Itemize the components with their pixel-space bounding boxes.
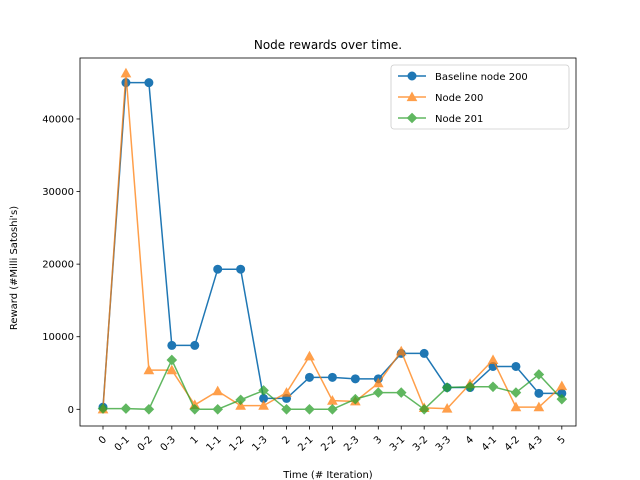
- data-point: [441, 382, 453, 393]
- x-tick-label: 1-3: [250, 434, 269, 453]
- x-tick-label: 0-3: [159, 434, 178, 453]
- data-point: [304, 350, 315, 361]
- x-tick-label: 3-2: [411, 434, 430, 453]
- legend-label: Node 201: [435, 114, 483, 125]
- legend-marker: [406, 112, 418, 124]
- data-point: [281, 403, 292, 415]
- data-point: [556, 380, 568, 391]
- data-point: [350, 393, 361, 405]
- data-point: [350, 374, 360, 384]
- legend-entry: [398, 91, 426, 102]
- data-point: [395, 345, 407, 356]
- data-point: [235, 400, 246, 410]
- x-tick-label: 4-2: [503, 434, 522, 453]
- x-axis: 0 0-1 0-2 0-3 1 1-1 1-2 1-3 2 2-1 2-2 2-3 3 3-1 3-2 3-3…: [97, 426, 568, 454]
- x-tick-label: 2-1: [296, 434, 315, 453]
- data-point: [120, 403, 132, 414]
- data-point: [213, 264, 223, 274]
- x-tick-label: 3: [372, 434, 384, 446]
- data-point: [97, 403, 109, 414]
- data-point: [304, 372, 314, 382]
- data-point: [190, 340, 200, 350]
- data-point: [189, 403, 201, 415]
- data-point: [372, 377, 384, 388]
- y-axis-label: Reward (#Milli Satoshi's): [9, 206, 20, 330]
- data-point: [418, 403, 430, 415]
- legend-label: Node 200: [435, 93, 483, 104]
- x-tick-label: 5: [556, 434, 568, 446]
- x-tick-label: 4-1: [480, 434, 499, 453]
- x-tick-label: 4-3: [526, 434, 545, 453]
- data-point: [235, 394, 246, 406]
- data-point: [281, 387, 292, 397]
- data-point: [304, 403, 315, 415]
- data-point: [212, 385, 224, 396]
- x-tick-label: 0-1: [113, 434, 132, 453]
- x-tick-label: 0: [97, 434, 109, 446]
- data-point: [327, 372, 337, 382]
- data-point: [556, 393, 568, 405]
- data-point: [143, 403, 155, 415]
- y-tick-label: 0: [68, 405, 74, 416]
- x-tick-label: 1: [189, 434, 201, 446]
- data-point: [167, 340, 177, 350]
- x-tick-label: 2-2: [319, 434, 338, 453]
- x-tick-label: 1-2: [227, 434, 246, 453]
- x-tick-label: 2-3: [342, 434, 361, 453]
- data-point: [236, 264, 246, 274]
- x-tick-label: 4: [464, 434, 476, 446]
- legend: Baseline node 200 Node 200 Node 201: [390, 64, 570, 130]
- data-point: [166, 364, 178, 375]
- data-point: [511, 361, 521, 371]
- axes-frame: [79, 57, 577, 427]
- data-point: [395, 387, 407, 398]
- data-point: [212, 403, 224, 415]
- data-point: [372, 387, 384, 398]
- data-point: [487, 381, 499, 393]
- data-point: [534, 388, 544, 398]
- y-tick-label: 20000: [42, 260, 74, 271]
- data-point: [144, 78, 154, 88]
- data-point: [419, 348, 429, 358]
- y-axis: 0 10000 20000 30000 40000: [42, 114, 80, 416]
- data-point: [166, 354, 178, 366]
- x-axis-label: Time (# Iteration): [282, 470, 373, 480]
- x-tick-label: 0-2: [136, 434, 155, 453]
- data-point: [533, 401, 545, 412]
- data-point: [143, 364, 155, 375]
- legend-marker: [407, 71, 417, 81]
- y-tick-label: 30000: [42, 187, 74, 198]
- y-tick-label: 10000: [42, 332, 74, 343]
- data-point: [533, 369, 545, 380]
- data-point: [120, 67, 132, 78]
- data-point: [441, 403, 453, 413]
- y-tick-label: 40000: [42, 114, 74, 125]
- x-tick-label: 2: [280, 434, 292, 446]
- data-point: [258, 400, 269, 410]
- data-point: [487, 354, 499, 365]
- x-tick-label: 3-1: [388, 434, 407, 453]
- legend-entry: [398, 71, 426, 81]
- chart-title: Node rewards over time.: [254, 38, 402, 52]
- x-tick-label: 3-3: [434, 434, 453, 453]
- legend-box: [390, 64, 570, 130]
- series-2: [97, 354, 568, 415]
- legend-label: Baseline node 200: [435, 72, 528, 83]
- data-point: [327, 403, 338, 415]
- data-point: [510, 387, 522, 398]
- plot-area: [97, 67, 568, 415]
- legend-entry: [398, 112, 426, 124]
- legend-marker: [406, 91, 418, 102]
- data-point: [258, 385, 269, 396]
- x-tick-label: 1-1: [204, 434, 223, 453]
- data-point: [510, 401, 522, 412]
- data-point: [464, 381, 476, 393]
